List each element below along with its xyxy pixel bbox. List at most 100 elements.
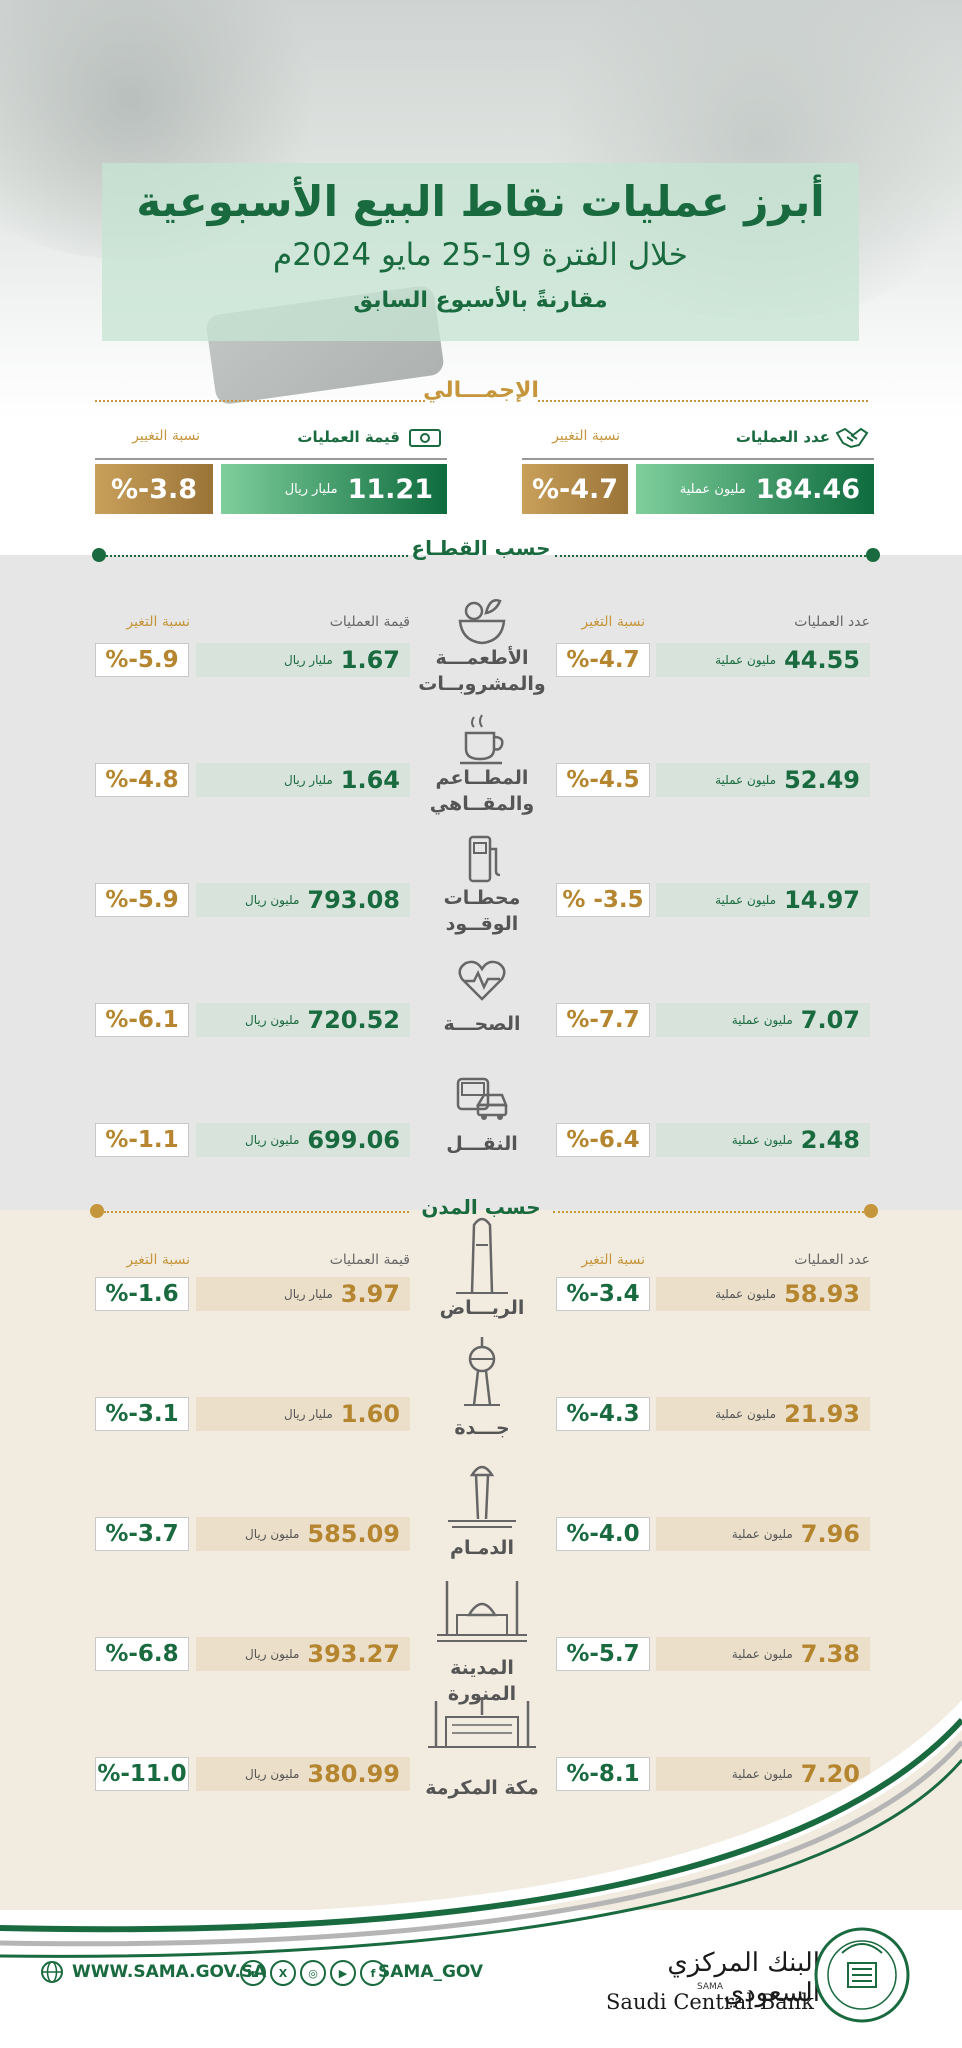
total-count-change-label: نسبة التغيير xyxy=(552,428,620,444)
count-unit: مليون عملية xyxy=(731,1527,793,1541)
col-change2-header: نسبة التغير xyxy=(126,614,190,630)
page-title: أبرز عمليات نقاط البيع الأسبوعية xyxy=(136,177,825,226)
total-count-value: 184.46 xyxy=(755,473,860,505)
count-unit: مليون عملية xyxy=(715,893,777,907)
title-box: أبرز عمليات نقاط البيع الأسبوعية خلال ال… xyxy=(102,163,859,341)
linkedin-icon[interactable]: in xyxy=(240,1960,266,1986)
count-cell: 7.96 مليون عملية xyxy=(656,1517,870,1551)
value-cell: 393.27 مليون ريال xyxy=(196,1637,410,1671)
count-value: 7.07 xyxy=(800,1006,860,1034)
count-change-value: %-4.3 xyxy=(556,1397,650,1431)
period-text: خلال الفترة 19-25 مايو 2024م xyxy=(273,237,688,273)
divider xyxy=(95,400,425,402)
value-unit: مليون ريال xyxy=(245,1767,300,1781)
divider xyxy=(522,458,874,460)
value-cell: 699.06 مليون ريال xyxy=(196,1123,410,1157)
riyadh-tower-icon xyxy=(452,1215,512,1295)
website-link[interactable]: WWW.SAMA.GOV.SA xyxy=(40,1960,266,1984)
total-value-change-label: نسبة التغيير xyxy=(132,428,200,444)
value-unit: مليون ريال xyxy=(245,893,300,907)
count-cell: 58.93 مليون عملية xyxy=(656,1277,870,1311)
instagram-icon[interactable]: ◎ xyxy=(300,1960,326,1986)
total-value-value: 11.21 xyxy=(347,473,433,505)
total-value-label: قيمة العمليات xyxy=(297,428,400,446)
value-change-value: %-5.9 xyxy=(95,883,189,917)
count-unit: مليون عملية xyxy=(731,1013,793,1027)
col-value-header: قيمة العمليات xyxy=(329,1252,410,1268)
sector-name: الصحـــة xyxy=(417,1011,547,1037)
total-count-label: عدد العمليات xyxy=(735,428,830,446)
sector-name-line2: الوقــود xyxy=(445,913,519,935)
value-value: 380.99 xyxy=(307,1760,400,1788)
value-unit: مليار ريال xyxy=(283,773,333,787)
count-change-value: %-4.7 xyxy=(556,643,650,677)
total-count-box: 184.46 مليون عملية xyxy=(636,464,874,514)
bank-name-english: Saudi Central Bank xyxy=(606,1990,814,2014)
coffee-icon xyxy=(452,711,512,767)
total-value-box: 11.21 مليار ريال xyxy=(221,464,447,514)
city-name: المدينة المنورة xyxy=(417,1655,547,1707)
value-cell: 793.08 مليون ريال xyxy=(196,883,410,917)
city-name: جـــدة xyxy=(417,1415,547,1441)
sector-name-line1: المطــاعم xyxy=(435,767,529,789)
value-unit: مليار ريال xyxy=(283,1407,333,1421)
count-value: 14.97 xyxy=(784,886,860,914)
value-change-value: %-1.6 xyxy=(95,1277,189,1311)
value-change-value: %-11.0 xyxy=(95,1757,189,1791)
count-value: 58.93 xyxy=(784,1280,860,1308)
comparison-text: مقارنةً بالأسبوع السابق xyxy=(353,288,608,313)
value-unit: مليون ريال xyxy=(245,1133,300,1147)
handshake-icon xyxy=(835,425,869,451)
dammam-tower-icon xyxy=(442,1455,522,1535)
value-cell: 3.97 مليار ريال xyxy=(196,1277,410,1311)
sama-seal-logo xyxy=(814,1927,910,2023)
count-value: 21.93 xyxy=(784,1400,860,1428)
total-section-title: الإجمـــالي xyxy=(423,378,539,403)
transport-icon xyxy=(452,1071,512,1127)
value-cell: 720.52 مليون ريال xyxy=(196,1003,410,1037)
social-links: in X ◎ ▶ f xyxy=(240,1960,386,1986)
divider-dot xyxy=(866,548,880,562)
value-change-value: %-1.1 xyxy=(95,1123,189,1157)
city-name-text: جـــدة xyxy=(454,1417,510,1439)
city-name: الريـــاض xyxy=(417,1295,547,1321)
value-value: 699.06 xyxy=(307,1126,400,1154)
value-change-value: %-6.1 xyxy=(95,1003,189,1037)
banknote-icon xyxy=(408,427,442,449)
social-handle[interactable]: SAMA_GOV xyxy=(378,1962,484,1982)
value-change-value: %-3.1 xyxy=(95,1397,189,1431)
count-value: 7.96 xyxy=(800,1520,860,1548)
city-name: الدمـام xyxy=(417,1535,547,1561)
x-icon[interactable]: X xyxy=(270,1960,296,1986)
sector-name: محطـات الوقــود xyxy=(417,885,547,937)
count-cell: 14.97 مليون عملية xyxy=(656,883,870,917)
count-unit: مليون عملية xyxy=(715,773,777,787)
divider xyxy=(538,400,868,402)
sector-name-line1: النقـــل xyxy=(446,1133,518,1155)
facebook-icon[interactable]: f xyxy=(360,1960,386,1986)
sector-name-line1: محطـات xyxy=(443,887,521,909)
total-count-unit: مليون عملية xyxy=(679,481,746,497)
total-count-change: %-4.7 xyxy=(522,464,628,514)
value-value: 720.52 xyxy=(307,1006,400,1034)
count-change-value: %-7.7 xyxy=(556,1003,650,1037)
value-value: 3.97 xyxy=(340,1280,400,1308)
value-value: 1.67 xyxy=(340,646,400,674)
website-text: WWW.SAMA.GOV.SA xyxy=(72,1962,267,1982)
count-change-value: %-4.5 xyxy=(556,763,650,797)
youtube-icon[interactable]: ▶ xyxy=(330,1960,356,1986)
health-heart-icon xyxy=(452,951,512,1007)
city-name-text: الريـــاض xyxy=(439,1297,525,1319)
city-section-title: حسب المدن xyxy=(421,1195,541,1219)
value-unit: مليار ريال xyxy=(283,653,333,667)
city-name-text: المدينة المنورة xyxy=(447,1657,517,1705)
count-unit: مليون عملية xyxy=(715,653,777,667)
divider-dot xyxy=(864,1204,878,1218)
total-value-unit: مليار ريال xyxy=(284,481,338,497)
madinah-mosque-icon xyxy=(427,1575,537,1655)
count-change-value: %-8.1 xyxy=(556,1757,650,1791)
city-name-text: الدمـام xyxy=(450,1537,514,1559)
globe-icon xyxy=(41,1961,63,1983)
count-cell: 44.55 مليون عملية xyxy=(656,643,870,677)
footer-swoosh xyxy=(0,1700,962,2020)
